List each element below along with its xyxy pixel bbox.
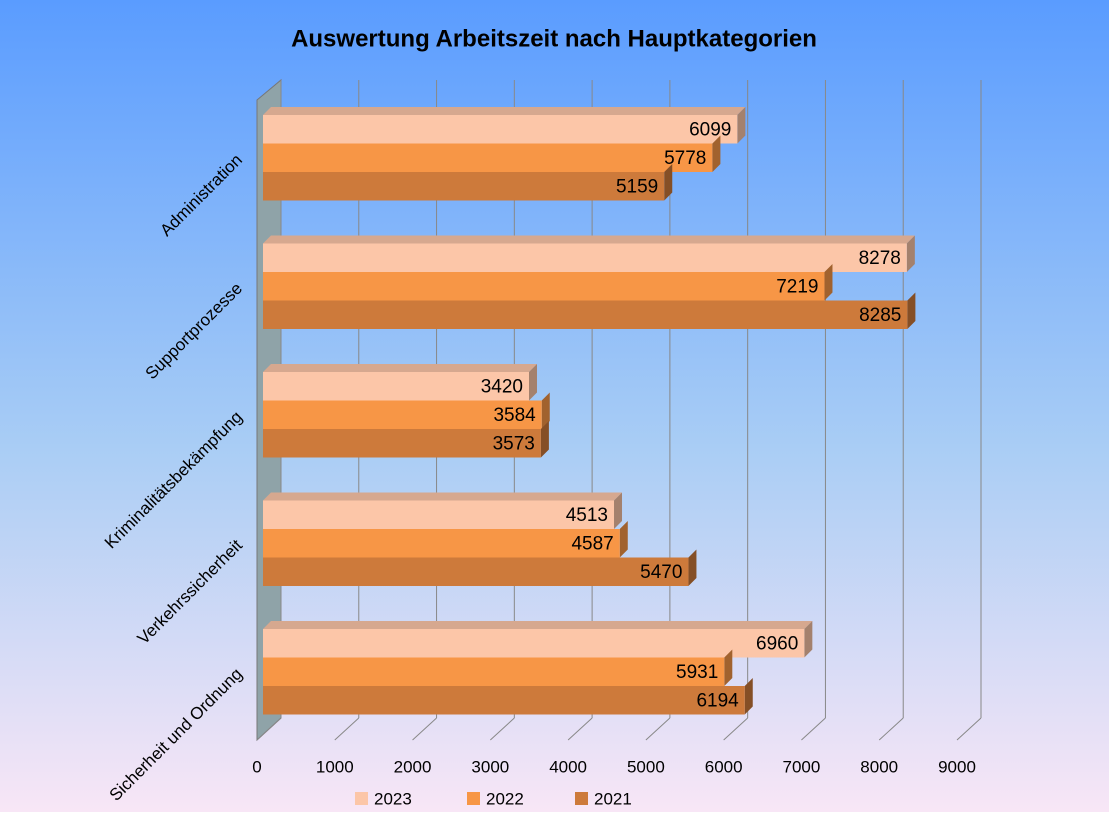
bar-top <box>263 492 623 501</box>
bar <box>263 143 713 172</box>
x-tick-label: 0 <box>252 757 261 776</box>
bar-side <box>744 678 753 715</box>
bar <box>263 686 745 715</box>
data-label: 8278 <box>859 248 901 269</box>
bar <box>263 243 907 272</box>
data-label: 4587 <box>571 533 613 554</box>
bar <box>263 500 615 529</box>
floor-line <box>489 717 515 741</box>
floor-line <box>645 717 671 741</box>
bar-side <box>804 621 813 658</box>
bar <box>263 372 529 401</box>
bar <box>263 400 542 429</box>
bar-side <box>712 135 721 172</box>
data-label: 3573 <box>493 433 535 454</box>
data-label: 5470 <box>640 562 682 583</box>
bar-side <box>619 521 628 558</box>
data-label: 7219 <box>776 276 818 297</box>
bar-side <box>824 264 833 301</box>
x-tick-label: 8000 <box>860 757 898 776</box>
bar-side <box>737 107 746 144</box>
bar <box>263 115 738 144</box>
bar-side <box>664 164 673 201</box>
x-tick-label: 7000 <box>783 757 821 776</box>
bar-side <box>529 364 537 401</box>
data-label: 3420 <box>481 376 523 397</box>
bar <box>263 272 825 301</box>
floor-line <box>878 717 904 741</box>
legend-label: 2021 <box>594 789 632 808</box>
floor-line <box>334 717 360 741</box>
bar-side <box>906 235 915 272</box>
data-label: 5159 <box>616 176 658 197</box>
legend-swatch <box>575 792 588 805</box>
x-tick-label: 5000 <box>627 757 665 776</box>
x-tick-label: 2000 <box>394 757 432 776</box>
bar-top <box>263 621 813 629</box>
bar-top <box>263 364 537 372</box>
bar <box>263 300 908 329</box>
legend-swatch <box>467 792 480 805</box>
legend-label: 2022 <box>486 789 524 808</box>
floor-line <box>801 717 826 741</box>
bar-side <box>540 421 549 458</box>
data-label: 6099 <box>689 119 731 140</box>
data-label: 6194 <box>696 690 739 711</box>
data-label: 6960 <box>756 633 798 654</box>
bar-side <box>614 492 623 529</box>
bar <box>263 657 725 686</box>
x-tick-label: 1000 <box>316 757 354 776</box>
chart-title: Auswertung Arbeitszeit nach Hauptkategor… <box>291 25 817 52</box>
legend-label: 2023 <box>374 789 412 808</box>
bar <box>263 629 805 658</box>
data-label: 4513 <box>566 505 608 526</box>
floor-line <box>412 717 437 741</box>
floor-line <box>256 717 282 741</box>
floor-line <box>723 717 749 741</box>
bar <box>263 172 665 201</box>
data-label: 3584 <box>493 405 536 426</box>
bar <box>263 429 541 458</box>
x-tick-label: 4000 <box>549 757 587 776</box>
bar-top <box>263 107 746 115</box>
bar-side <box>541 392 550 429</box>
bar-side <box>688 549 697 586</box>
bar-side <box>724 649 733 686</box>
bar-side <box>907 292 916 329</box>
x-tick-label: 3000 <box>471 757 509 776</box>
floor-line <box>567 717 593 741</box>
data-label: 5931 <box>676 662 718 683</box>
bar <box>263 529 620 558</box>
data-label: 5778 <box>664 148 706 169</box>
legend-swatch <box>355 792 368 805</box>
floor-line <box>956 717 982 741</box>
bar <box>263 557 689 586</box>
data-label: 8285 <box>859 305 901 326</box>
bar-top <box>263 235 915 244</box>
x-tick-label: 9000 <box>938 757 976 776</box>
x-tick-label: 6000 <box>705 757 743 776</box>
